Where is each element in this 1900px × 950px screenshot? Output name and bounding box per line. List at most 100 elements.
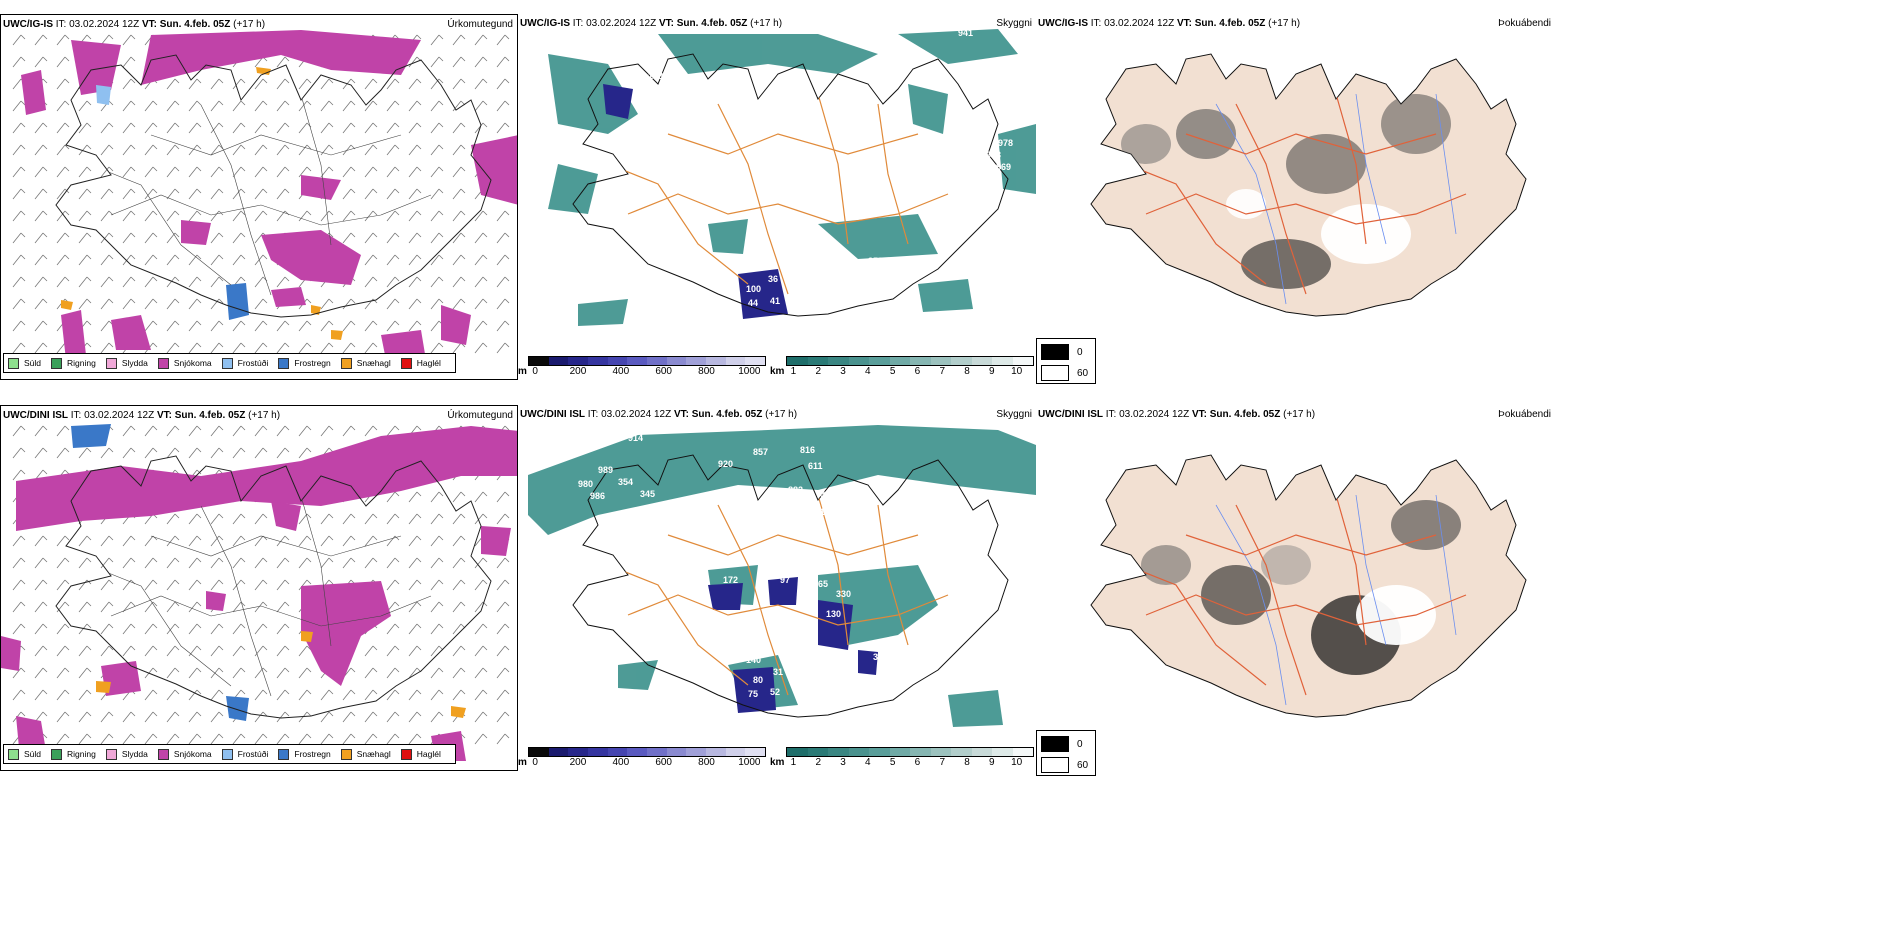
wind-barb-feather (416, 711, 422, 717)
ceiling-value-label: 989 (598, 465, 613, 475)
wind-barb (320, 144, 330, 156)
wind-barb (56, 276, 66, 288)
wind-barb-feather (416, 122, 422, 128)
wind-barb (408, 78, 418, 90)
wind-barb (210, 232, 220, 244)
wind-barb-feather (130, 100, 136, 106)
wind-barb (210, 144, 220, 156)
wind-barb (12, 557, 22, 569)
wind-barb-feather (64, 733, 70, 739)
legend-item: Frostregn (278, 357, 331, 369)
colorbar-tick: 5 (889, 757, 896, 768)
wind-barb-feather (174, 513, 180, 519)
wind-barb (56, 623, 66, 635)
wind-barb (408, 579, 418, 591)
wind-barb-feather (460, 513, 466, 519)
wind-barb (12, 188, 22, 200)
wind-barb-feather (152, 557, 158, 563)
wind-barb-feather (196, 166, 202, 172)
wind-barb-feather (152, 320, 158, 326)
ceiling-value-label: 100 (746, 284, 761, 294)
wind-barb-feather (284, 166, 290, 172)
wind-barb (188, 667, 198, 679)
colorbar-tick: 0 (532, 757, 538, 768)
legend-item: Frostregn (278, 748, 331, 760)
wind-barb-feather (152, 254, 158, 260)
legend-swatch (400, 748, 412, 760)
wind-barb (56, 34, 66, 46)
wind-barb-feather (240, 166, 246, 172)
wind-barb-feather (42, 623, 48, 629)
rivers (1215, 93, 1457, 305)
wind-barb-feather (130, 601, 136, 607)
legend-label: Snæhagl (356, 749, 391, 759)
wind-barb-feather (196, 689, 202, 695)
wind-barb (122, 535, 132, 547)
wind-barb (166, 689, 176, 701)
wind-barb (56, 122, 66, 134)
wind-barb (298, 210, 308, 222)
wind-barb (254, 144, 264, 156)
wind-barb (408, 188, 418, 200)
wind-barb-feather (130, 210, 136, 216)
wind-barb (56, 711, 66, 723)
legend-item: Súld (8, 357, 41, 369)
wind-barb (364, 254, 374, 266)
wind-barb-feather (64, 56, 70, 62)
wind-barb (56, 342, 66, 354)
wind-barb-feather (196, 535, 202, 541)
wind-barb (276, 447, 286, 459)
wind-barb-feather (108, 711, 114, 717)
colorbar-tick: 2 (815, 366, 822, 377)
wind-barb (408, 232, 418, 244)
wind-barb (210, 298, 220, 310)
wind-barb (298, 447, 308, 459)
wind-barb (430, 56, 440, 68)
legend-label: Haglél (416, 749, 441, 759)
wind-barb-feather (504, 100, 510, 106)
wind-barb-feather (20, 711, 26, 717)
wind-barb (342, 733, 352, 745)
wind-barb-feather (328, 122, 334, 128)
wind-barb (496, 579, 506, 591)
ceiling-value-label: 611 (808, 461, 823, 471)
legend-swatch (51, 748, 63, 760)
wind-barb-feather (416, 34, 422, 40)
precip-map (1, 424, 517, 761)
wind-barb-feather (394, 166, 400, 172)
wind-barb (144, 232, 154, 244)
wind-barb-feather (218, 342, 224, 348)
wind-barb-feather (416, 210, 422, 216)
legend-swatch (340, 748, 352, 760)
colorbar-tick: 6 (914, 366, 921, 377)
wind-barb (452, 623, 462, 635)
legend-label: Slydda (121, 749, 148, 759)
wind-barb-feather (416, 513, 422, 519)
wind-barb (12, 210, 22, 222)
wind-barb-feather (438, 276, 444, 282)
wind-barb (276, 579, 286, 591)
wind-barb-feather (482, 342, 488, 348)
panel-variable-name: Úrkomutegund (447, 19, 513, 30)
wind-barb-feather (394, 425, 400, 431)
wind-barb (254, 232, 264, 244)
wind-barb (298, 733, 308, 745)
precip-type-legend: Súld Rigning Slydda Snjókoma Frostúði Frostre… (3, 744, 456, 764)
wind-barb-feather (284, 100, 290, 106)
wind-barb-feather (42, 276, 48, 282)
legend-label: Súld (24, 749, 42, 759)
wind-barb-feather (174, 320, 180, 326)
wind-barb (430, 342, 440, 354)
wind-barb (386, 232, 396, 244)
wind-barb (276, 557, 286, 569)
wind-barb-feather (196, 100, 202, 106)
wind-barb-feather (262, 100, 268, 106)
panel-title: UWC/DINI ISL IT: 03.02.2024 12Z VT: Sun.… (520, 409, 798, 420)
colorbar-tick: 1 (790, 757, 797, 768)
wind-barb (408, 535, 418, 547)
wind-barb (430, 210, 440, 222)
wind-barb (254, 100, 264, 112)
wind-barb-feather (460, 579, 466, 585)
ceiling-value-label: 65 (818, 579, 828, 589)
wind-barb-feather (130, 623, 136, 629)
